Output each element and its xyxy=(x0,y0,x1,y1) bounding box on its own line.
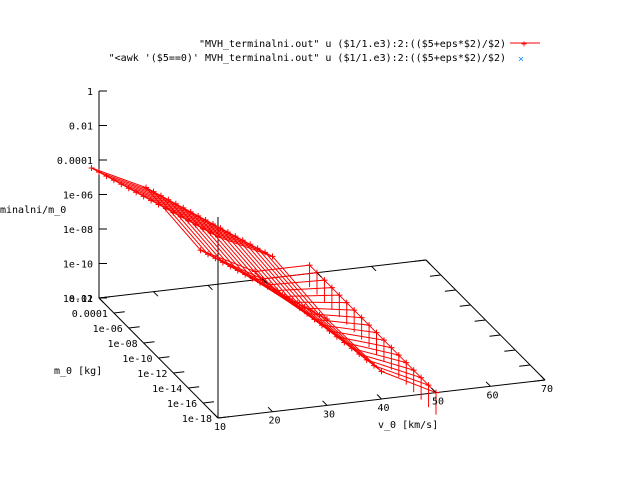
y-tick-mark xyxy=(519,364,531,367)
z-axis-label: minalni/m_0 xyxy=(0,205,66,216)
x-tick-mark xyxy=(322,400,328,406)
x-tick-mark xyxy=(371,265,377,272)
x-tick-mark xyxy=(540,375,546,381)
x-axis-label: v_0 [km/s] xyxy=(378,420,438,431)
y-tick-mark xyxy=(415,259,427,262)
x-tick-mark xyxy=(425,259,431,265)
z-tick-label: 1e-06 xyxy=(63,191,93,202)
y-tick-label: 1e-10 xyxy=(122,354,152,365)
y-tick-mark xyxy=(113,311,125,314)
y-tick-mark xyxy=(474,319,486,322)
y-tick-mark xyxy=(504,349,516,352)
x-tick-label: 50 xyxy=(432,397,444,408)
surface-line-y xyxy=(200,249,328,320)
surface-line-y xyxy=(91,167,219,238)
axis-ticks: 10 20 30 40 50 60 70 1e-18 1e-16 1e-14 1e-12 1e-10 1… xyxy=(57,87,553,433)
y-tick-mark xyxy=(158,356,170,359)
z-tick-label: 1 xyxy=(87,87,93,98)
x-tick-mark xyxy=(431,387,437,394)
y-axis-label: m_0 [kg] xyxy=(54,366,102,377)
y-tick-mark xyxy=(143,341,155,344)
x-tick-mark xyxy=(267,406,273,413)
y-tick-mark xyxy=(173,371,185,374)
z-tick-label: 0.01 xyxy=(69,122,93,133)
surface-line-x xyxy=(173,212,392,349)
surface-line-x xyxy=(165,208,385,341)
legend-entry-label: "MVH_terminalni.out" u ($1/1.e3):2:(($5+… xyxy=(199,39,506,50)
legend-entry-label: "<awk '($5==0)' MVH_terminalni.out" u ($… xyxy=(109,53,506,64)
y-tick-mark xyxy=(188,386,200,389)
y-tick-label: 1e-16 xyxy=(167,399,197,410)
y-tick-mark xyxy=(489,334,501,337)
y-tick-label: 1e-08 xyxy=(108,339,138,350)
x-tick-label: 30 xyxy=(323,409,335,420)
y-tick-label: 1e-14 xyxy=(152,384,182,395)
y-tick-label: 0.01 xyxy=(69,294,93,305)
y-tick-mark xyxy=(128,326,140,329)
y-tick-mark xyxy=(203,401,215,404)
x-tick-label: 60 xyxy=(486,390,498,401)
surface-line-y xyxy=(145,187,273,257)
legend: "MVH_terminalni.out" u ($1/1.e3):2:(($5+… xyxy=(109,39,540,65)
x-tick-mark xyxy=(153,291,159,297)
x-tick-mark xyxy=(213,413,219,419)
x-tick-label: 20 xyxy=(268,416,280,427)
y-tick-mark xyxy=(444,289,456,292)
x-tick-mark xyxy=(376,394,382,400)
x-tick-mark xyxy=(98,297,104,303)
surface-line-y xyxy=(254,271,382,372)
x-tick-label: 40 xyxy=(377,403,389,414)
legend-entry-marker-plus: + xyxy=(521,39,527,50)
surface-line-y xyxy=(309,264,437,394)
x-tick-mark xyxy=(316,272,322,278)
y-tick-label: 1e-06 xyxy=(93,324,123,335)
x-tick-mark xyxy=(262,278,268,284)
x-tick-label: 70 xyxy=(541,384,553,395)
z-tick-label: 0.0001 xyxy=(57,156,93,167)
y-tick-mark xyxy=(459,304,471,307)
surface-line-x xyxy=(202,228,422,379)
x-tick-label: 10 xyxy=(214,422,226,433)
y-tick-label: 0.0001 xyxy=(72,309,108,320)
z-tick-label: 1e-12 xyxy=(63,294,93,305)
data-markers xyxy=(88,165,439,396)
y-tick-mark xyxy=(429,274,441,277)
y-tick-mark xyxy=(534,379,546,382)
y-tick-label: 1e-12 xyxy=(137,369,167,380)
y-tick-label: 1e-18 xyxy=(182,414,212,425)
x-tick-mark xyxy=(207,284,213,291)
z-tick-label: 1e-08 xyxy=(63,225,93,236)
x-tick-mark xyxy=(485,381,491,387)
surface-line-x xyxy=(150,199,370,326)
y-tick-mark xyxy=(217,416,229,419)
legend-entry-marker-cross: × xyxy=(518,54,524,65)
z-tick-label: 1e-10 xyxy=(63,260,93,271)
